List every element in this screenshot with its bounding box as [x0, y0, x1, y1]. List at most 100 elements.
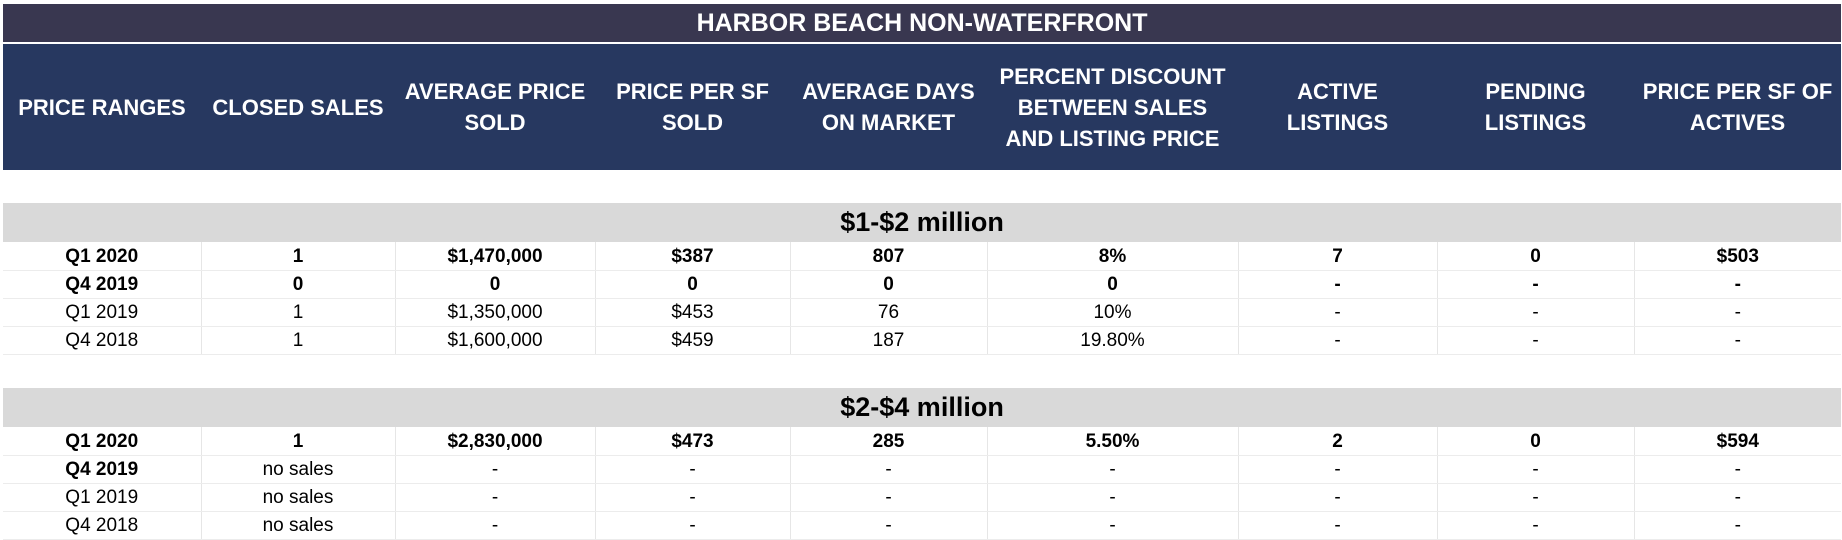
table-cell: 807: [790, 242, 988, 271]
table-cell: -: [987, 483, 1239, 512]
table-cell: $503: [1634, 242, 1842, 271]
table-cell: -: [395, 511, 596, 540]
table-row: Q1 2020 1 $1,470,000 $387 807 8% 7 0 $503: [3, 242, 1842, 271]
row-label: Q4 2019: [3, 455, 202, 484]
section-label: $2-$4 million: [3, 388, 1842, 428]
section-row: $2-$4 million: [3, 388, 1842, 428]
table-row: Q4 2018 1 $1,600,000 $459 187 19.80% - - -: [3, 326, 1842, 355]
row-label: Q1 2020: [3, 427, 202, 456]
table-cell: 285: [790, 427, 988, 456]
row-label: Q1 2020: [3, 242, 202, 271]
table-cell: -: [987, 455, 1239, 484]
table-cell: no sales: [201, 455, 396, 484]
table-cell: -: [790, 455, 988, 484]
table-cell: $473: [595, 427, 791, 456]
table-cell: -: [1238, 511, 1438, 540]
section-label: $1-$2 million: [3, 203, 1842, 243]
table-cell: 0: [201, 270, 396, 299]
table-cell: -: [1437, 483, 1635, 512]
table-row: Q1 2019 1 $1,350,000 $453 76 10% - - -: [3, 298, 1842, 327]
table-cell: -: [1634, 270, 1842, 299]
table-cell: -: [1238, 483, 1438, 512]
table-cell: no sales: [201, 483, 396, 512]
column-header: AVERAGE PRICE SOLD: [395, 43, 595, 170]
column-header: PRICE PER SF OF ACTIVES: [1634, 43, 1842, 170]
table-title: HARBOR BEACH NON-WATERFRONT: [3, 4, 1842, 44]
spacer-cell: [3, 354, 1842, 388]
table-cell: 0: [790, 270, 988, 299]
table-row: Q4 2019 0 0 0 0 0- - -: [3, 270, 1842, 299]
table-cell: 0: [1437, 427, 1635, 456]
table-cell: $387: [595, 242, 791, 271]
row-label: Q4 2019: [3, 270, 202, 299]
table-cell: -: [1634, 455, 1842, 484]
table-cell: -: [595, 483, 791, 512]
table-row: Q4 2018 no sales - - - - - - -: [3, 511, 1842, 540]
table-cell: -: [1634, 298, 1842, 327]
table-cell: $1,600,000: [395, 326, 596, 355]
table-cell: $453: [595, 298, 791, 327]
table-cell: -: [1634, 326, 1842, 355]
market-table: HARBOR BEACH NON-WATERFRONT PRICE RANGES…: [3, 4, 1842, 540]
column-header: CLOSED SALES: [201, 43, 395, 170]
table-cell: 1: [201, 326, 396, 355]
table-cell: $1,470,000: [395, 242, 596, 271]
spacer-cell: [3, 170, 1842, 203]
spacer-row: [3, 354, 1842, 388]
row-label: Q4 2018: [3, 326, 202, 355]
column-header: AVERAGE DAYS ON MARKET: [790, 43, 987, 170]
table-cell: 0: [595, 270, 791, 299]
table-cell: -: [395, 455, 596, 484]
table-cell: -: [1437, 270, 1635, 299]
column-header: PENDING LISTINGS: [1437, 43, 1634, 170]
column-header: PRICE PER SF SOLD: [595, 43, 790, 170]
table-cell: -: [1437, 326, 1635, 355]
table-cell: -: [790, 483, 988, 512]
table-cell: -: [1238, 455, 1438, 484]
table-cell: 1: [201, 298, 396, 327]
table-cell: -: [987, 511, 1239, 540]
table-cell: -: [1238, 298, 1438, 327]
table-cell: 0: [987, 270, 1239, 299]
table-cell: -: [1238, 270, 1438, 299]
table-cell: $459: [595, 326, 791, 355]
table-row: Q1 2020 1 $2,830,000 $473 285 5.50% 2 0 $594: [3, 427, 1842, 456]
table-cell: 2: [1238, 427, 1438, 456]
table-cell: 8%: [987, 242, 1239, 271]
header-row: PRICE RANGES CLOSED SALES AVERAGE PRICE …: [3, 43, 1842, 170]
table-cell: -: [1634, 483, 1842, 512]
section-row: $1-$2 million: [3, 203, 1842, 243]
table-row: Q4 2019 no sales - - - - - - -: [3, 455, 1842, 484]
table-cell: $1,350,000: [395, 298, 596, 327]
table-cell: -: [1238, 326, 1438, 355]
table-cell: -: [1634, 511, 1842, 540]
table-cell: 187: [790, 326, 988, 355]
table-cell: 19.80%: [987, 326, 1239, 355]
table-cell: -: [790, 511, 988, 540]
column-header: ACTIVE LISTINGS: [1238, 43, 1437, 170]
table-cell: 10%: [987, 298, 1239, 327]
table-cell: -: [595, 511, 791, 540]
table-row: Q1 2019 no sales - - - - - - -: [3, 483, 1842, 512]
table-cell: -: [395, 483, 596, 512]
row-label: Q1 2019: [3, 298, 202, 327]
table-cell: -: [595, 455, 791, 484]
table-cell: 5.50%: [987, 427, 1239, 456]
table-cell: 0: [1437, 242, 1635, 271]
table-cell: $2,830,000: [395, 427, 596, 456]
spacer-row: [3, 170, 1842, 203]
table-cell: 76: [790, 298, 988, 327]
table-cell: no sales: [201, 511, 396, 540]
column-header: PERCENT DISCOUNT BETWEEN SALES AND LISTI…: [987, 43, 1238, 170]
title-row: HARBOR BEACH NON-WATERFRONT: [3, 4, 1842, 44]
column-header: PRICE RANGES: [3, 43, 201, 170]
table-cell: 7: [1238, 242, 1438, 271]
table-cell: -: [1437, 298, 1635, 327]
table-cell: -: [1437, 455, 1635, 484]
table-cell: 0: [395, 270, 596, 299]
table-cell: 1: [201, 427, 396, 456]
table-cell: 1: [201, 242, 396, 271]
table-cell: -: [1437, 511, 1635, 540]
row-label: Q1 2019: [3, 483, 202, 512]
